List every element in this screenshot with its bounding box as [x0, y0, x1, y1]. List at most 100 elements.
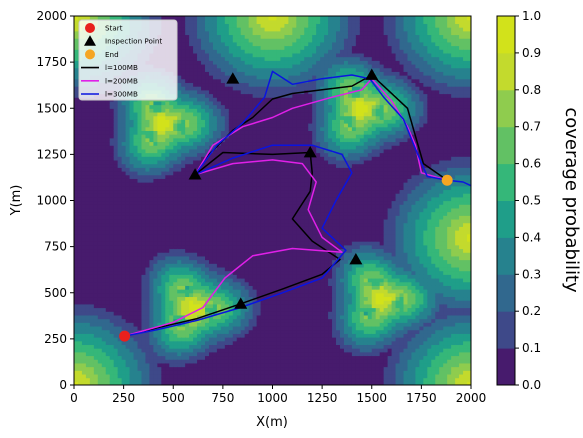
- heatmap-cell: [89, 237, 95, 242]
- heatmap-cell: [133, 167, 139, 172]
- heatmap-cell: [193, 311, 198, 316]
- heatmap-cell: [197, 178, 202, 183]
- heatmap-cell: [185, 23, 190, 28]
- heatmap-cell: [125, 204, 131, 209]
- heatmap-cell: [133, 307, 139, 312]
- heatmap-cell: [185, 126, 190, 131]
- heatmap-cell: [153, 344, 158, 349]
- heatmap-cell: [85, 277, 91, 283]
- heatmap-cell: [113, 337, 119, 342]
- heatmap-cell: [89, 348, 95, 353]
- heatmap-cell: [113, 163, 119, 168]
- heatmap-cell: [228, 377, 234, 382]
- heatmap-cell: [201, 300, 206, 305]
- heatmap-cell: [77, 193, 83, 198]
- heatmap-cell: [153, 159, 158, 165]
- heatmap-cell: [264, 100, 270, 106]
- heatmap-cell: [232, 86, 238, 91]
- heatmap-cell: [109, 359, 115, 364]
- heatmap-cell: [77, 200, 83, 205]
- heatmap-cell: [228, 167, 234, 172]
- heatmap-cell: [81, 259, 87, 264]
- heatmap-cell: [232, 56, 238, 61]
- heatmap-cell: [101, 333, 107, 338]
- heatmap-cell: [121, 340, 127, 346]
- heatmap-cell: [208, 93, 214, 98]
- heatmap-cell: [81, 289, 87, 294]
- heatmap-cell: [228, 97, 234, 102]
- heatmap-cell: [197, 333, 202, 338]
- heatmap-cell: [101, 200, 107, 205]
- heatmap-cell: [189, 141, 194, 146]
- heatmap-cell: [216, 49, 222, 54]
- heatmap-cell: [208, 351, 214, 357]
- heatmap-cell: [117, 244, 123, 250]
- heatmap-cell: [161, 296, 166, 301]
- heatmap-cell: [105, 115, 111, 120]
- heatmap-cell: [185, 156, 190, 161]
- heatmap-cell: [177, 355, 182, 360]
- heatmap-cell: [117, 373, 123, 379]
- heatmap-cell: [101, 311, 107, 316]
- heatmap-cell: [224, 27, 230, 32]
- heatmap-cell: [85, 241, 91, 246]
- heatmap-cell: [256, 71, 262, 76]
- heatmap-cell: [264, 49, 270, 54]
- heatmap-cell: [77, 325, 83, 331]
- heatmap-cell: [208, 163, 214, 168]
- heatmap-cell: [101, 322, 107, 327]
- heatmap-cell: [189, 163, 194, 168]
- heatmap-cell: [244, 233, 250, 238]
- heatmap-cell: [129, 100, 135, 106]
- heatmap-cell: [141, 307, 147, 312]
- heatmap-cell: [193, 16, 198, 21]
- heatmap-cell: [85, 303, 91, 309]
- heatmap-cell: [185, 41, 190, 47]
- heatmap-cell: [189, 296, 194, 301]
- heatmap-cell: [256, 200, 262, 205]
- heatmap-cell: [121, 163, 127, 168]
- heatmap-cell: [133, 274, 139, 279]
- heatmap-cell: [181, 300, 186, 305]
- heatmap-cell: [105, 266, 111, 272]
- heatmap-cell: [205, 182, 210, 187]
- heatmap-cell: [137, 359, 143, 364]
- heatmap-cell: [216, 108, 222, 113]
- heatmap-cell: [264, 318, 270, 323]
- heatmap-cell: [133, 318, 139, 323]
- heatmap-cell: [153, 255, 158, 261]
- heatmap-cell: [252, 381, 258, 385]
- heatmap-cell: [177, 307, 182, 312]
- heatmap-cell: [248, 63, 254, 69]
- heatmap-cell: [109, 322, 115, 327]
- heatmap-cell: [74, 108, 79, 113]
- heatmap-cell: [197, 134, 202, 139]
- heatmap-cell: [93, 348, 99, 353]
- heatmap-cell: [248, 178, 254, 183]
- heatmap-cell: [220, 281, 226, 286]
- heatmap-cell: [201, 27, 206, 32]
- heatmap-cell: [93, 333, 99, 338]
- heatmap-cell: [169, 156, 174, 161]
- heatmap-cell: [149, 237, 154, 242]
- heatmap-cell: [93, 156, 99, 161]
- heatmap-cell: [165, 373, 170, 379]
- heatmap-cell: [205, 351, 210, 357]
- heatmap-cell: [169, 281, 174, 286]
- heatmap-cell: [208, 204, 214, 209]
- heatmap-cell: [201, 233, 206, 238]
- heatmap-cell: [81, 281, 87, 286]
- heatmap-cell: [165, 270, 170, 275]
- heatmap-cell: [157, 292, 162, 298]
- heatmap-cell: [161, 159, 166, 165]
- heatmap-cell: [264, 266, 270, 272]
- heatmap-cell: [105, 274, 111, 279]
- heatmap-cell: [129, 241, 135, 246]
- heatmap-cell: [93, 159, 99, 165]
- heatmap-cell: [161, 248, 166, 253]
- heatmap-cell: [177, 248, 182, 253]
- heatmap-cell: [216, 100, 222, 106]
- heatmap-cell: [121, 111, 127, 117]
- heatmap-cell: [181, 204, 186, 209]
- heatmap-cell: [77, 182, 83, 187]
